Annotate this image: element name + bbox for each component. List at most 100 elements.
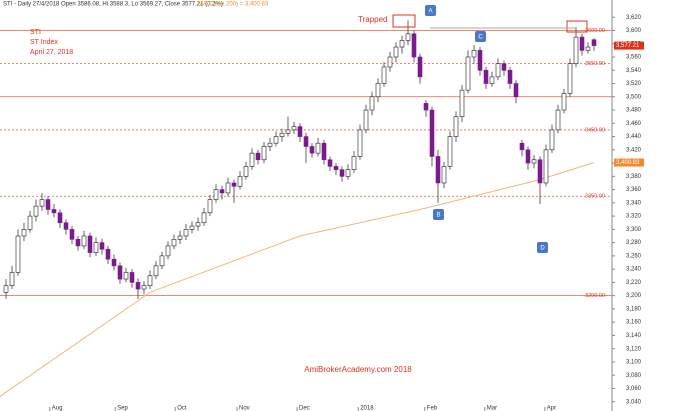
candle-body <box>75 239 81 247</box>
y-tick-label: 3,380 <box>626 174 642 180</box>
candle <box>15 229 21 276</box>
reference-label: 3600.00 <box>585 28 605 34</box>
candle-body <box>63 222 69 230</box>
candle <box>237 171 243 190</box>
y-tick-label: 3,520 <box>626 81 642 87</box>
candle-body <box>51 209 57 214</box>
title-line: STI <box>30 29 41 36</box>
candle-body <box>33 205 39 217</box>
candle-body <box>39 199 45 207</box>
y-tick-label: 3,540 <box>626 68 642 74</box>
point-marker: D <box>537 242 548 253</box>
candle <box>249 148 255 170</box>
candle-body <box>249 152 255 167</box>
candle <box>303 132 309 164</box>
candle-body <box>309 146 315 154</box>
candle-body <box>141 285 147 290</box>
candle-body <box>279 132 285 137</box>
price-label: 3,577.21 <box>616 43 640 49</box>
candle <box>171 234 177 250</box>
candle-body <box>93 242 99 253</box>
x-tick-label: Feb <box>427 406 438 411</box>
y-tick-label: 3,320 <box>626 214 642 220</box>
candle <box>591 38 597 51</box>
candle <box>465 50 471 94</box>
candle <box>351 151 357 174</box>
candle-body <box>561 93 567 111</box>
y-tick-label: 3,100 <box>626 360 642 366</box>
candle-body <box>453 116 459 137</box>
point-label: C <box>478 35 483 41</box>
candle-body <box>333 166 339 171</box>
candle-body <box>519 142 525 151</box>
candle <box>399 35 405 54</box>
candle-body <box>219 189 225 194</box>
x-tick-label: Apr <box>547 406 556 411</box>
candle-body <box>3 285 9 293</box>
candle-body <box>87 235 93 253</box>
candle-body <box>429 109 435 157</box>
candle-body <box>393 46 399 58</box>
y-tick-label: 3,200 <box>626 293 642 299</box>
candle-body <box>363 109 369 131</box>
candle <box>459 84 465 122</box>
candle <box>363 104 369 134</box>
candle-body <box>9 272 15 287</box>
point-marker: A <box>425 5 436 16</box>
candle-body <box>417 56 423 78</box>
candle-body <box>285 129 291 134</box>
x-tick-label: Oct <box>177 406 187 411</box>
price-label: 3,400.83 <box>616 160 640 166</box>
candle-body <box>585 46 591 51</box>
candle-body <box>345 169 351 177</box>
candle-body <box>81 235 87 247</box>
y-tick-label: 3,340 <box>626 200 642 206</box>
candle <box>501 60 507 76</box>
candle <box>189 221 195 234</box>
candle <box>441 161 447 189</box>
point-label: D <box>540 246 545 252</box>
candle <box>39 192 45 211</box>
candle <box>141 281 147 295</box>
candle <box>219 185 225 200</box>
candle-body <box>357 129 363 157</box>
candle-body <box>261 146 267 161</box>
candle <box>177 230 183 244</box>
candle-body <box>57 212 63 224</box>
candle-body <box>459 89 465 117</box>
candle <box>393 42 399 63</box>
candle-body <box>411 33 417 58</box>
candle <box>531 155 537 169</box>
y-tick-label: 3,620 <box>626 15 642 21</box>
candle <box>309 143 315 158</box>
candle <box>207 194 213 217</box>
candle <box>327 156 333 172</box>
candle-body <box>135 282 141 290</box>
candle-body <box>381 66 387 84</box>
candle-body <box>465 56 471 91</box>
y-tick-label: 3,460 <box>626 121 642 127</box>
reference-label: 3200.00 <box>585 293 605 299</box>
candle <box>99 238 105 255</box>
candle <box>57 209 63 229</box>
candle <box>519 139 525 157</box>
candle <box>135 278 141 299</box>
candle-body <box>231 182 237 187</box>
candle <box>567 58 573 97</box>
candle-body <box>489 76 495 84</box>
candle-body <box>435 156 441 184</box>
header-ma: MA(Close,200) = 3,400.83 <box>198 2 269 8</box>
candle <box>153 261 159 280</box>
candle <box>117 262 123 284</box>
candle <box>513 80 519 104</box>
candle <box>435 149 441 203</box>
candle-body <box>153 265 159 277</box>
candle <box>561 88 567 114</box>
candle-body <box>297 126 303 137</box>
candle-body <box>351 156 357 171</box>
candle <box>75 235 81 251</box>
price-label-box <box>614 158 644 167</box>
candle <box>63 219 69 235</box>
candle-body <box>303 136 309 147</box>
candle-body <box>213 189 219 200</box>
